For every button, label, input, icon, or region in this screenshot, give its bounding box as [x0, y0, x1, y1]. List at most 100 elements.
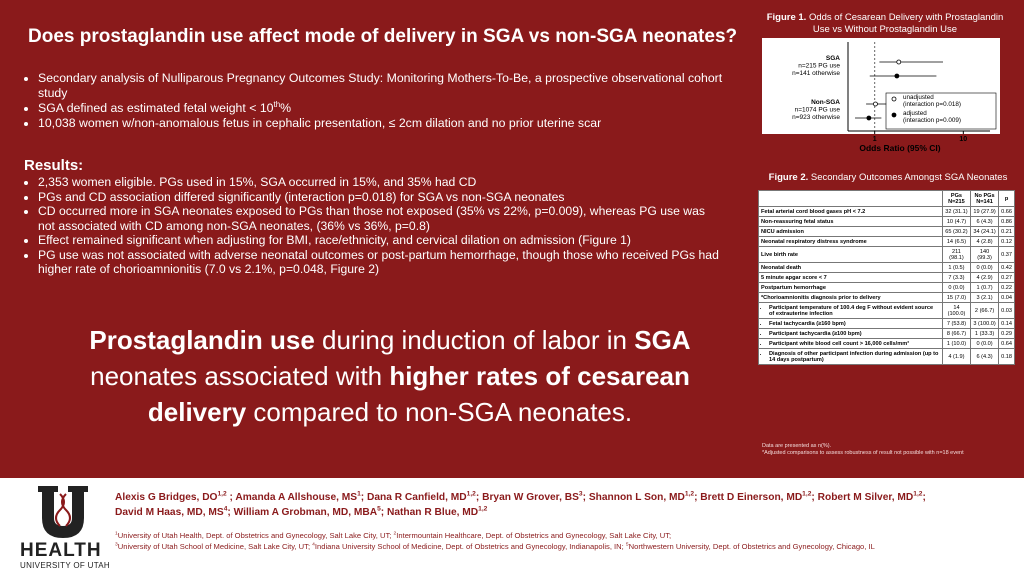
table-cell: 15 (7.0) [941, 292, 972, 303]
header-cell: p [998, 190, 1015, 207]
figure-1-title: Figure 1. Odds of Cesarean Delivery with… [760, 12, 1010, 36]
group-label: n=1074 PG use [795, 107, 841, 114]
superscript: 2 [393, 531, 397, 537]
table-cell: 7 (3.3) [941, 272, 972, 283]
group-label: SGA [826, 55, 840, 62]
result-bullet: PGs and CD association differed signific… [38, 190, 724, 205]
text: ; Brett D Einerson, MD [694, 492, 803, 503]
table-row: Neonatal respiratory distress syndrome 14… [758, 236, 1015, 247]
header-line: N=141 [976, 198, 993, 205]
superscript: 3 [578, 490, 583, 498]
legend-box [885, 92, 997, 130]
sub-list: Participant white blood cell count > 16,… [761, 341, 940, 347]
table-cell: Participant white blood cell count > 16,… [758, 338, 943, 349]
table-row: NICU admission 65 (30.2) 34 (24.1) 0.21 [758, 226, 1015, 237]
result-bullet: Effect remained significant when adjusti… [38, 233, 724, 248]
superscript: 1,2 [466, 490, 476, 498]
affiliations-line: 1University of Utah Health, Dept. of Obs… [115, 530, 875, 541]
table-row: Non-reassuring fetal status 10 (4.7) 6 (4.… [758, 216, 1015, 227]
text: Indiana University School of Medicine, D… [314, 542, 626, 551]
table-cell: 0.42 [998, 262, 1015, 273]
text: Secondary analysis of Nulliparous Pregna… [38, 71, 723, 100]
logo-subtext: UNIVERSITY OF UTAH [20, 561, 111, 570]
table-cell: 14 (6.5) [941, 236, 972, 247]
text: Intermountain Healthcare, Dept. of Obste… [396, 531, 672, 540]
table-cell: 14 (100.0) [941, 302, 972, 319]
table-cell: Neonatal respiratory distress syndrome [758, 236, 943, 247]
sub-list: Participant tachycardia (≥100 bpm) [761, 331, 940, 337]
legend-label: (interaction p=0.018) [903, 101, 961, 108]
x-tick-label: 1 [873, 136, 877, 143]
group-label: Non-SGA [811, 99, 840, 106]
table-cell: 4 (2.9) [969, 272, 1000, 283]
header-row: PGs N=215 No PGs N=141 p [758, 190, 1015, 207]
result-bullet: 2,353 women eligible. PGs used in 15%, S… [38, 175, 724, 190]
table-cell: Neonatal death [758, 262, 943, 273]
superscript: 1 [357, 490, 361, 498]
superscript: 5 [377, 505, 381, 513]
poster-title: Does prostaglandin use affect mode of de… [28, 26, 738, 47]
text: compared to non-SGA neonates. [246, 397, 633, 427]
odds-ratio-point [894, 73, 900, 79]
table-cell: 3 (100.0) [969, 318, 1000, 329]
table-cell: 0.29 [998, 328, 1015, 339]
table-cell: 5 minute apgar score < 7 [758, 272, 943, 283]
text: David M Haas, MD, MS [115, 507, 224, 518]
intro-bullet: 10,038 women w/non-anomalous fetus in ce… [38, 116, 724, 131]
table-cell: Live birth rate [758, 246, 943, 263]
note: Data are presented as n(%). [762, 443, 832, 449]
superscript: 5 [625, 542, 629, 548]
table-cell: 32 (31.1) [941, 206, 972, 217]
group-label: n=923 otherwise [792, 114, 840, 121]
affiliations: 1University of Utah Health, Dept. of Obs… [115, 530, 875, 552]
authors-line: David M Haas, MD, MS4; William A Grobman… [115, 505, 926, 520]
footer: HEALTH UNIVERSITY OF UTAH Alexis G Bridg… [0, 478, 1024, 576]
table-cell: 0.12 [998, 236, 1015, 247]
superscript: 1,2 [913, 490, 923, 498]
table-cell: *Chorioamnionitis diagnosis prior to del… [758, 292, 943, 303]
table-cell: 34 (24.1) [969, 226, 1000, 237]
table-cell: 4 (1.9) [941, 348, 972, 365]
superscript: 4 [312, 542, 315, 548]
text: ; Amanda A Allshouse, MS [226, 492, 358, 503]
superscript: 3 [115, 542, 118, 548]
superscript: 1,2 [802, 490, 812, 498]
table-cell: Fetal tachycardia (≥160 bpm) [758, 318, 943, 329]
table-cell: Postpartum hemorrhage [758, 282, 943, 293]
table-cell: Non-reassuring fetal status [758, 216, 943, 227]
text: % [280, 101, 292, 115]
table-cell: 0.27 [998, 272, 1015, 283]
table-cell: 1 (0.7) [969, 282, 1000, 293]
outcomes-table: PGs N=215 No PGs N=141 p Fetal arterial cord … [758, 190, 1015, 365]
superscript: th [273, 99, 281, 109]
table-cell: 8 (66.7) [941, 328, 972, 339]
table-cell: 0 (0.0) [969, 262, 1000, 273]
legend-marker [891, 112, 897, 118]
header-line: No PGs [974, 192, 995, 199]
header-line: p [1004, 195, 1009, 202]
superscript: 1,2 [478, 505, 488, 513]
text: ; [922, 492, 926, 503]
figure-2-title: Figure 2. Secondary Outcomes Amongst SGA… [758, 172, 1018, 183]
table-row: Fetal tachycardia (≥160 bpm)7 (53.8)3 (1… [758, 318, 1015, 329]
table-cell: 1 (0.5) [941, 262, 972, 273]
table-cell: 65 (30.2) [941, 226, 972, 237]
text: neonates associated with [90, 361, 390, 391]
table-cell: 0.14 [998, 318, 1015, 329]
text: ; Nathan R Blue, MD [380, 507, 479, 518]
superscript: 1 [115, 531, 118, 537]
text: ; Robert M Silver, MD [811, 492, 914, 503]
bold-text: higher rates of cesarean delivery [147, 361, 690, 427]
table-cell: 0.22 [998, 282, 1015, 293]
authors: Alexis G Bridges, DO1,2 ; Amanda A Allsh… [115, 490, 926, 520]
table-cell: 211 (98.1) [941, 246, 972, 263]
results-heading: Results: [24, 157, 84, 174]
table-cell: 1 (10.0) [941, 338, 972, 349]
text: ; Dana R Canfield, MD [360, 492, 467, 503]
text: University of Utah Health, Dept. of Obst… [117, 531, 394, 540]
table-cell: 6 (4.3) [969, 216, 1000, 227]
bold-text: SGA [634, 325, 691, 355]
table-cell: 0.21 [998, 226, 1015, 237]
